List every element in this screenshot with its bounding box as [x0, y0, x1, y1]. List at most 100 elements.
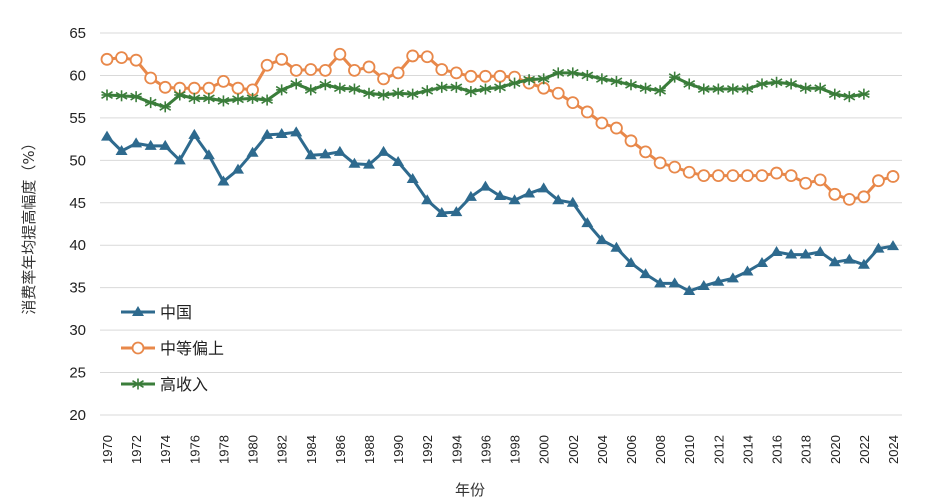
x-tick-label: 1990 — [391, 435, 406, 464]
data-point — [770, 166, 783, 180]
x-tick-label: 1970 — [100, 435, 115, 464]
data-point — [654, 85, 667, 97]
data-point — [886, 170, 900, 183]
series-line — [105, 130, 894, 293]
legend-item: 中国 — [121, 303, 192, 322]
data-point — [319, 148, 332, 159]
data-point — [828, 88, 841, 100]
y-tick-label: 45 — [69, 195, 86, 212]
y-tick-label: 50 — [69, 152, 86, 169]
data-point — [275, 84, 288, 96]
y-tick-label: 40 — [69, 237, 86, 254]
data-point — [523, 74, 536, 86]
data-point — [377, 89, 390, 101]
data-point — [319, 79, 332, 91]
data-point — [101, 89, 113, 101]
series-group — [100, 47, 900, 296]
x-tick-label: 1972 — [129, 435, 144, 464]
data-point — [333, 47, 347, 61]
data-point — [814, 246, 827, 257]
data-point — [144, 139, 157, 150]
data-point — [129, 53, 143, 67]
data-point — [261, 94, 274, 106]
data-point — [304, 84, 317, 96]
data-point — [188, 128, 201, 139]
data-point — [595, 116, 609, 130]
data-point — [231, 81, 245, 95]
data-point — [508, 194, 521, 205]
x-tick-label: 1984 — [304, 435, 319, 464]
data-point — [682, 165, 696, 179]
data-point — [784, 169, 798, 183]
data-point — [348, 157, 361, 168]
data-point — [391, 66, 405, 80]
y-tick-label: 55 — [69, 110, 86, 127]
x-tick-label: 1978 — [216, 435, 231, 464]
data-point — [828, 187, 842, 201]
data-point — [683, 285, 696, 296]
x-tick-label: 2020 — [828, 435, 843, 464]
data-point — [115, 51, 128, 65]
data-point — [726, 169, 740, 183]
data-point — [479, 180, 492, 191]
data-point — [683, 78, 696, 90]
x-tick-label: 2010 — [682, 435, 697, 464]
data-point — [115, 90, 128, 102]
data-point — [580, 105, 594, 119]
data-point — [173, 154, 186, 165]
data-point — [843, 253, 856, 264]
data-point — [625, 79, 637, 91]
x-tick-label: 1996 — [478, 435, 493, 464]
data-point — [654, 277, 667, 288]
data-point — [363, 87, 375, 99]
y-tick-label: 60 — [69, 67, 86, 84]
data-point — [217, 95, 230, 107]
data-point — [318, 63, 332, 77]
data-point — [290, 126, 303, 137]
legend-label: 中等偏上 — [160, 339, 224, 358]
data-point — [552, 194, 565, 205]
x-tick-label: 2008 — [653, 435, 668, 464]
data-point — [770, 246, 783, 257]
series-high-income — [101, 67, 870, 113]
x-tick-label: 2012 — [711, 435, 726, 464]
data-point — [304, 149, 317, 160]
data-point — [595, 234, 608, 245]
data-point — [435, 63, 449, 76]
data-point — [610, 75, 623, 87]
data-point — [100, 52, 114, 66]
legend-marker — [131, 341, 145, 355]
y-tick-label: 35 — [69, 280, 86, 297]
data-point — [304, 63, 318, 76]
data-point — [755, 169, 769, 183]
x-tick-label: 1976 — [187, 435, 202, 464]
data-point — [537, 182, 550, 193]
data-point — [566, 96, 580, 110]
x-tick-label: 1974 — [158, 435, 173, 464]
data-point — [799, 248, 812, 259]
data-point — [537, 73, 550, 85]
data-point — [450, 206, 463, 217]
x-tick-label: 1980 — [246, 435, 261, 464]
data-point — [741, 83, 754, 95]
data-point — [275, 128, 288, 139]
data-point — [202, 81, 216, 95]
data-point — [333, 145, 346, 156]
data-point — [333, 82, 346, 94]
data-point — [130, 137, 143, 148]
data-point — [464, 86, 477, 98]
data-point — [726, 272, 739, 283]
data-point — [639, 145, 652, 159]
x-tick-label: 1998 — [508, 435, 523, 464]
data-point — [348, 83, 361, 95]
data-point — [712, 275, 725, 286]
data-point — [887, 240, 899, 251]
legend-item: 中等偏上 — [121, 339, 224, 358]
data-point — [595, 73, 608, 85]
data-point — [756, 78, 768, 90]
data-point — [392, 87, 405, 99]
data-point — [363, 158, 375, 169]
x-tick-label: 2022 — [857, 435, 872, 464]
data-point — [435, 81, 448, 93]
